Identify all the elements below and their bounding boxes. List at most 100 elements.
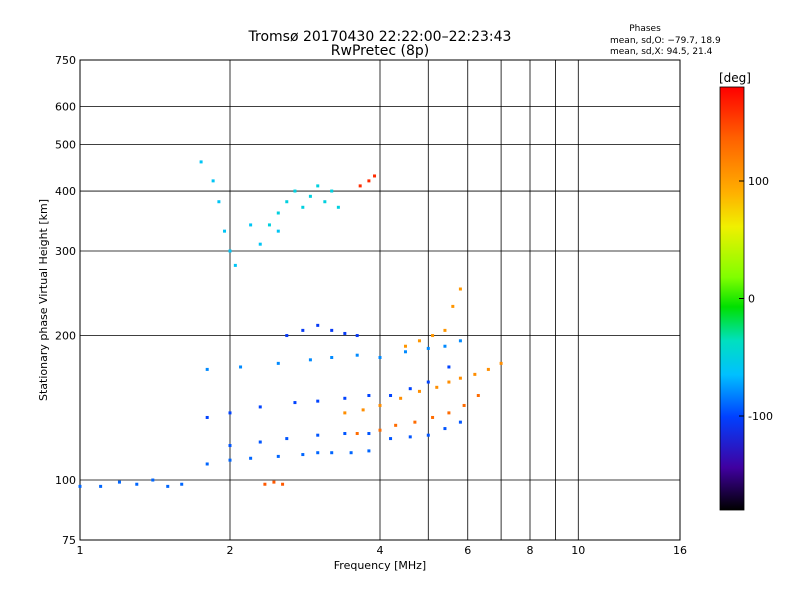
data-point — [285, 437, 289, 441]
data-point — [330, 355, 334, 359]
data-point — [228, 458, 232, 462]
chart-title-line2: RwPretec (8p) — [331, 43, 429, 59]
data-point — [349, 451, 353, 455]
y-tick-label: 100 — [55, 474, 76, 487]
data-point — [403, 350, 407, 354]
y-tick-label: 600 — [55, 101, 76, 114]
x-tick-label: 4 — [377, 544, 384, 557]
x-tick-label: 2 — [227, 544, 234, 557]
data-point — [431, 334, 435, 338]
colorbar-label: [deg] — [719, 71, 751, 85]
data-point — [228, 249, 232, 253]
data-point — [249, 456, 253, 460]
data-point — [228, 444, 232, 448]
data-point — [276, 229, 280, 233]
data-point — [378, 428, 382, 432]
data-point — [336, 205, 340, 209]
data-point — [330, 328, 334, 332]
chart-title-line1: Tromsø 20170430 22:22:00–22:23:43 — [248, 29, 512, 45]
data-point — [408, 387, 412, 391]
data-point — [394, 423, 398, 427]
data-point — [447, 411, 451, 415]
x-tick-label: 10 — [571, 544, 585, 557]
data-point — [151, 478, 155, 482]
data-point — [373, 174, 377, 178]
data-point — [426, 380, 430, 384]
colorbar-ticks: 100 0 -100 — [739, 175, 773, 423]
data-point — [389, 394, 393, 398]
data-point — [426, 346, 430, 350]
data-point — [233, 263, 237, 267]
data-point — [267, 223, 271, 227]
data-point — [417, 389, 421, 393]
y-tick-label: 200 — [55, 330, 76, 343]
data-point — [258, 405, 262, 409]
data-point — [205, 415, 209, 419]
data-point — [258, 242, 262, 246]
data-point — [435, 385, 439, 389]
data-point — [258, 440, 262, 444]
data-point — [443, 344, 447, 348]
data-point — [361, 408, 365, 412]
data-point — [403, 344, 407, 348]
data-point — [217, 200, 221, 204]
data-point — [223, 229, 227, 233]
data-point — [389, 437, 393, 441]
data-point — [316, 399, 320, 403]
data-point — [323, 200, 327, 204]
data-point — [367, 432, 371, 436]
data-point — [166, 484, 170, 488]
x-tick-label: 8 — [527, 544, 534, 557]
data-point — [78, 484, 82, 488]
data-point — [272, 480, 276, 484]
data-point — [473, 372, 477, 376]
data-point — [431, 415, 435, 419]
phases-title: Phases — [629, 24, 661, 34]
data-point — [293, 189, 297, 193]
data-point — [249, 223, 253, 227]
data-point — [316, 184, 320, 188]
data-point — [451, 304, 455, 308]
data-point — [358, 184, 362, 188]
x-tick-label: 1 — [77, 544, 84, 557]
data-point — [486, 367, 490, 371]
data-point — [443, 328, 447, 332]
data-point — [343, 411, 347, 415]
data-point — [228, 411, 232, 415]
data-point — [330, 451, 334, 455]
data-point — [367, 179, 371, 183]
y-axis-label: Stationary phase Virtual Height [km] — [37, 199, 50, 401]
data-point — [343, 432, 347, 436]
phases-line-x: mean, sd,X: 94.5, 21.4 — [610, 47, 713, 57]
data-point — [205, 367, 209, 371]
phases-line-o: mean, sd,O: −79.7, 18.9 — [610, 36, 721, 46]
data-point — [316, 433, 320, 437]
data-point — [316, 451, 320, 455]
data-point — [399, 396, 403, 400]
grid-lines — [80, 60, 680, 540]
data-point — [285, 200, 289, 204]
data-point — [355, 432, 359, 436]
data-point — [117, 480, 121, 484]
x-tick-label: 16 — [673, 544, 687, 557]
data-point — [199, 160, 203, 164]
data-point — [301, 328, 305, 332]
data-point — [343, 331, 347, 335]
data-point — [211, 179, 215, 183]
data-point — [378, 403, 382, 407]
y-tick-label: 500 — [55, 139, 76, 152]
data-point — [443, 427, 447, 431]
data-point — [276, 211, 280, 215]
data-point — [413, 420, 417, 424]
data-point — [135, 482, 139, 486]
data-point — [355, 334, 359, 338]
data-point — [263, 482, 267, 486]
x-axis-label: Frequency [MHz] — [334, 559, 426, 572]
data-points — [78, 160, 503, 488]
data-point — [301, 205, 305, 209]
data-point — [447, 380, 451, 384]
data-point — [293, 401, 297, 405]
data-point — [180, 482, 184, 486]
data-point — [462, 403, 466, 407]
